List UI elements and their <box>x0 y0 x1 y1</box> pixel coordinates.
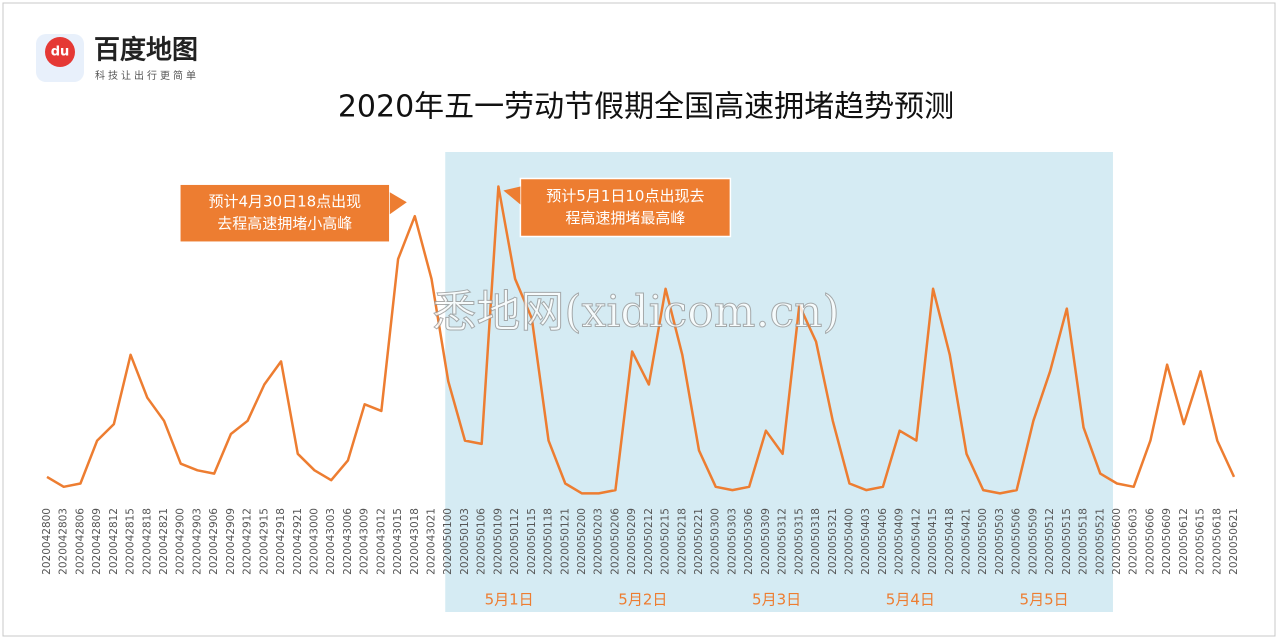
x-tick-label: 2020050406 <box>877 508 889 575</box>
x-tick-label: 2020050121 <box>559 508 571 575</box>
x-tick-label: 2020042821 <box>158 508 170 575</box>
x-tick-label: 2020050603 <box>1128 508 1140 575</box>
x-tick-label: 2020050206 <box>609 508 621 575</box>
x-tick-label: 2020050503 <box>994 508 1006 575</box>
logo-pin <box>45 37 75 67</box>
x-tick-label: 2020042915 <box>258 508 270 575</box>
x-tick-label: 2020050112 <box>509 508 521 575</box>
x-tick-label: 2020050518 <box>1078 508 1090 575</box>
callout-box <box>179 183 391 243</box>
x-tick-label: 2020050209 <box>626 508 638 575</box>
x-tick-label: 2020050106 <box>476 508 488 575</box>
x-tick-label: 2020050500 <box>977 508 989 575</box>
x-tick-label: 2020050412 <box>910 508 922 575</box>
x-tick-label: 2020050612 <box>1178 508 1190 575</box>
x-tick-label: 2020042906 <box>208 508 220 575</box>
x-tick-label: 2020050315 <box>793 508 805 575</box>
watermark: 悉地网(xidicom.cn) <box>432 287 839 338</box>
x-tick-label: 2020050100 <box>442 508 454 575</box>
x-tick-label: 2020050303 <box>726 508 738 575</box>
day-label: 5月3日 <box>752 591 801 609</box>
x-tick-label: 2020050300 <box>710 508 722 575</box>
x-tick-label: 2020050309 <box>760 508 772 575</box>
x-tick-label: 2020050215 <box>660 508 672 575</box>
x-tick-label: 2020050212 <box>643 508 655 575</box>
x-tick-label: 2020050609 <box>1161 508 1173 575</box>
x-tick-label: 2020050512 <box>1044 508 1056 575</box>
x-tick-label: 2020050200 <box>576 508 588 575</box>
x-tick-label: 2020050118 <box>543 508 555 575</box>
annotation: 预计4月30日18点出现 <box>208 193 361 211</box>
x-tick-label: 2020050506 <box>1011 508 1023 575</box>
x-tick-label: 2020050606 <box>1144 508 1156 575</box>
callout-pointer <box>503 186 521 205</box>
x-tick-label: 2020042921 <box>292 508 304 575</box>
x-tick-label: 2020042803 <box>58 508 70 575</box>
x-tick-label: 2020050515 <box>1061 508 1073 575</box>
annotation: 去程高速拥堵小高峰 <box>217 215 352 233</box>
x-tick-label: 2020043015 <box>392 508 404 575</box>
day-label: 5月5日 <box>1020 591 1069 609</box>
annotation: 预计5月1日10点出现去 <box>546 187 704 205</box>
x-tick-label: 2020050203 <box>593 508 605 575</box>
x-tick-label: 2020050318 <box>810 508 822 575</box>
callout-pointer <box>389 192 407 215</box>
x-tick-label: 2020050509 <box>1027 508 1039 575</box>
x-tick-label: 2020050409 <box>894 508 906 575</box>
x-tick-label: 2020050400 <box>843 508 855 575</box>
x-tick-label: 2020050615 <box>1195 508 1207 575</box>
annotation: 程高速拥堵最高峰 <box>565 209 685 227</box>
x-tick-label: 2020050312 <box>777 508 789 575</box>
x-tick-label: 2020050600 <box>1111 508 1123 575</box>
callout-box <box>519 177 732 238</box>
x-tick-label: 2020050321 <box>827 508 839 575</box>
x-tick-label: 2020050621 <box>1228 508 1240 575</box>
x-tick-label: 2020042900 <box>175 508 187 575</box>
chart-title: 2020年五一劳动节假期全国高速拥堵趋势预测 <box>338 90 954 125</box>
day-label: 5月4日 <box>886 591 935 609</box>
x-tick-label: 2020043003 <box>325 508 337 575</box>
logo-icon-text: du <box>51 45 70 60</box>
x-tick-label: 2020042806 <box>74 508 86 575</box>
x-tick-label: 2020050418 <box>944 508 956 575</box>
x-tick-label: 2020042909 <box>225 508 237 575</box>
x-tick-label: 2020050306 <box>743 508 755 575</box>
x-tick-label: 2020042903 <box>191 508 203 575</box>
x-tick-label: 2020050421 <box>961 508 973 575</box>
x-tick-label: 2020050521 <box>1094 508 1106 575</box>
x-tick-label: 2020050103 <box>459 508 471 575</box>
x-tick-label: 2020042815 <box>125 508 137 575</box>
x-tick-label: 2020050218 <box>676 508 688 575</box>
logo-name: 百度地图 <box>94 35 198 66</box>
x-tick-label: 2020050115 <box>526 508 538 575</box>
x-tick-label: 2020042800 <box>41 508 53 575</box>
day-label: 5月2日 <box>618 591 667 609</box>
day-label: 5月1日 <box>485 591 534 609</box>
x-tick-label: 2020050221 <box>693 508 705 575</box>
x-tick-label: 2020043009 <box>359 508 371 575</box>
series-line <box>46 185 1236 495</box>
x-tick-label: 2020043006 <box>342 508 354 575</box>
logo-slogan: 科技让出行更简单 <box>95 69 199 82</box>
x-tick-label: 2020043018 <box>409 508 421 575</box>
x-tick-label: 2020042818 <box>141 508 153 575</box>
x-tick-label: 2020042918 <box>275 508 287 575</box>
x-tick-label: 2020042812 <box>108 508 120 575</box>
x-tick-label: 2020050618 <box>1211 508 1223 575</box>
x-tick-label: 2020042809 <box>91 508 103 575</box>
x-tick-label: 2020050109 <box>492 508 504 575</box>
x-tick-label: 2020042912 <box>242 508 254 575</box>
x-tick-label: 2020050403 <box>860 508 872 575</box>
x-tick-label: 2020043021 <box>426 508 438 575</box>
x-tick-label: 2020043012 <box>375 508 387 575</box>
x-tick-label: 2020043000 <box>308 508 320 575</box>
x-tick-label: 2020050415 <box>927 508 939 575</box>
